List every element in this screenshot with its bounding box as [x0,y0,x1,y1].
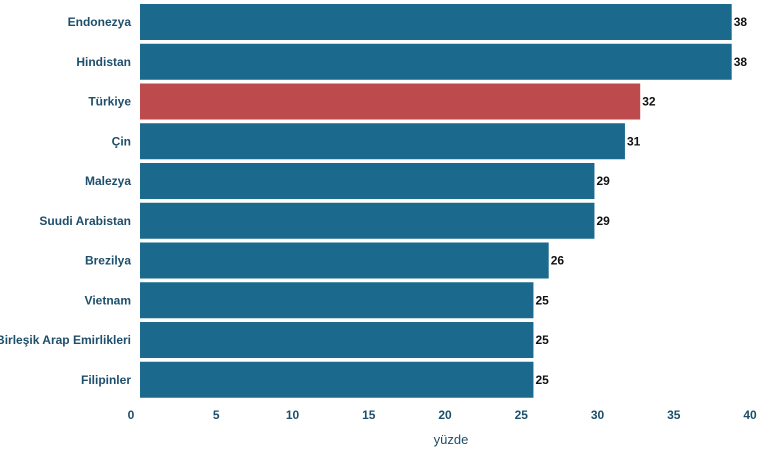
category-label: Vietnam [85,293,131,307]
category-label: Türkiye [88,95,131,109]
bars-group [140,4,732,398]
category-label: Malezya [85,174,131,188]
x-tick-label: 30 [591,408,605,422]
bar-brezilya [140,242,549,279]
value-label: 25 [535,373,549,387]
x-tick-label: 10 [286,408,300,422]
value-label: 38 [734,15,748,29]
bar-malezya [140,163,595,199]
value-label: 26 [551,254,565,268]
bar-suudi-arabistan [140,202,595,239]
category-label: Brezilya [85,254,131,268]
x-axis-ticks: 0 5 10 15 20 25 30 35 40 [128,408,757,422]
category-label: Çin [112,134,131,148]
x-tick-label: 35 [667,408,681,422]
x-tick-label: 20 [438,408,452,422]
bar-endonezya [140,4,732,40]
category-label: Hindistan [76,55,131,69]
value-label: 25 [535,333,549,347]
value-label: 29 [596,174,610,188]
bar-hindistan [140,43,732,80]
x-tick-label: 15 [362,408,376,422]
bar-vietnam [140,282,534,319]
category-label: Suudi Arabistan [39,214,131,228]
bar-çin [140,123,625,160]
category-label: Endonezya [68,15,132,29]
value-label: 25 [535,293,549,307]
bar-türkiye [140,83,641,120]
category-label: Filipinler [81,373,131,387]
value-label: 31 [627,134,641,148]
x-tick-label: 0 [128,408,135,422]
x-axis-title: yüzde [434,432,469,447]
x-tick-label: 25 [515,408,529,422]
x-tick-label: 5 [213,408,220,422]
bar-birleşik-arap-emirlikleri [140,322,534,358]
bar-filipinler [140,361,534,398]
category-labels: Endonezya Hindistan Türkiye Çin Malezya Suudi… [0,15,131,387]
value-label: 29 [596,214,610,228]
value-label: 32 [642,95,656,109]
x-tick-label: 40 [743,408,757,422]
category-label: Birleşik Arap Emirlikleri [0,333,131,347]
value-label: 38 [734,55,748,69]
value-labels: 38 38 32 31 29 29 26 25 25 25 [535,15,747,387]
